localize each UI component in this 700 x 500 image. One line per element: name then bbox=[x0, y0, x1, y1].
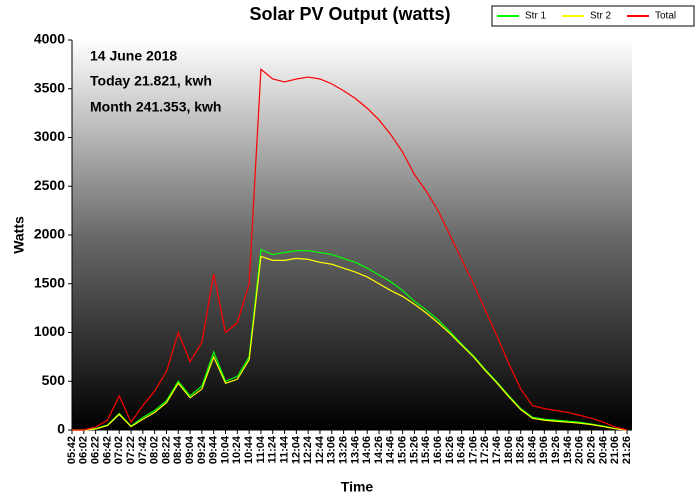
x-tick-label: 11:04 bbox=[255, 435, 267, 463]
x-tick-label: 16:26 bbox=[444, 436, 456, 464]
x-tick-label: 08:44 bbox=[172, 435, 184, 464]
x-tick-label: 14:46 bbox=[385, 436, 397, 464]
x-tick-label: 13:06 bbox=[326, 436, 338, 464]
series-line bbox=[72, 248, 628, 431]
x-tick-label: 15:46 bbox=[420, 436, 432, 464]
annotation: 14 June 2018 bbox=[90, 48, 177, 64]
legend-label: Str 2 bbox=[590, 11, 612, 22]
x-tick-label: 12:44 bbox=[314, 435, 326, 464]
x-tick-label: 18:26 bbox=[515, 436, 527, 464]
y-tick-label: 3000 bbox=[34, 128, 65, 144]
x-tick-label: 12:04 bbox=[290, 435, 302, 464]
x-tick-label: 10:24 bbox=[231, 435, 243, 464]
series-line bbox=[72, 255, 628, 431]
x-tick-label: 07:42 bbox=[137, 436, 149, 464]
x-tick-label: 20:26 bbox=[585, 436, 597, 464]
x-tick-label: 19:46 bbox=[562, 436, 574, 464]
x-tick-label: 05:42 bbox=[66, 436, 78, 464]
y-tick-label: 1000 bbox=[34, 323, 65, 339]
x-axis-label: Time bbox=[341, 479, 374, 495]
x-tick-label: 10:04 bbox=[219, 435, 231, 464]
x-tick-label: 06:42 bbox=[101, 436, 113, 464]
x-tick-label: 17:26 bbox=[479, 436, 491, 464]
x-tick-label: 08:22 bbox=[160, 436, 172, 464]
x-tick-label: 09:04 bbox=[184, 435, 196, 464]
chart-title: Solar PV Output (watts) bbox=[249, 4, 450, 24]
y-tick-label: 500 bbox=[42, 372, 66, 388]
plot-background bbox=[72, 40, 632, 430]
x-tick-label: 13:46 bbox=[349, 436, 361, 464]
x-tick-label: 20:46 bbox=[597, 436, 609, 464]
y-tick-label: 1500 bbox=[34, 274, 65, 290]
x-tick-label: 14:26 bbox=[373, 436, 385, 464]
x-tick-label: 20:06 bbox=[574, 436, 586, 464]
x-tick-label: 17:06 bbox=[467, 436, 479, 464]
x-tick-label: 10:44 bbox=[243, 435, 255, 464]
x-tick-label: 16:46 bbox=[456, 436, 468, 464]
x-tick-label: 18:46 bbox=[526, 436, 538, 464]
y-tick-label: 0 bbox=[57, 421, 65, 437]
x-tick-label: 09:24 bbox=[196, 435, 208, 464]
y-tick-label: 2000 bbox=[34, 226, 65, 242]
annotation: Month 241.353, kwh bbox=[90, 99, 221, 115]
x-tick-label: 19:26 bbox=[550, 436, 562, 464]
legend-box bbox=[491, 5, 695, 27]
x-tick-label: 12:24 bbox=[302, 435, 314, 464]
x-tick-label: 15:06 bbox=[397, 436, 409, 464]
series-line bbox=[72, 68, 628, 431]
y-axis-label: Watts bbox=[11, 216, 27, 254]
y-tick-label: 4000 bbox=[34, 31, 65, 47]
x-tick-label: 06:22 bbox=[90, 436, 102, 464]
x-tick-label: 13:26 bbox=[338, 436, 350, 464]
x-tick-label: 07:02 bbox=[113, 436, 125, 464]
x-tick-label: 15:26 bbox=[408, 436, 420, 464]
x-tick-label: 16:06 bbox=[432, 436, 444, 464]
y-tick-label: 2500 bbox=[34, 177, 65, 193]
y-tick-label: 3500 bbox=[34, 79, 65, 95]
x-tick-label: 21:06 bbox=[609, 436, 621, 464]
x-tick-label: 11:24 bbox=[267, 435, 279, 463]
x-tick-label: 21:26 bbox=[621, 436, 633, 464]
x-tick-label: 09:44 bbox=[208, 435, 220, 464]
x-tick-label: 17:46 bbox=[491, 436, 503, 464]
legend-label: Str 1 bbox=[525, 11, 547, 22]
x-tick-label: 19:06 bbox=[538, 436, 550, 464]
x-tick-label: 14:06 bbox=[361, 436, 373, 464]
x-tick-label: 07:22 bbox=[125, 436, 137, 464]
annotation: Today 21.821, kwh bbox=[90, 73, 212, 89]
x-tick-label: 11:44 bbox=[278, 435, 290, 463]
x-tick-label: 06:02 bbox=[78, 436, 90, 464]
x-tick-label: 18:06 bbox=[503, 436, 515, 464]
x-tick-label: 08:02 bbox=[149, 436, 161, 464]
legend-label: Total bbox=[655, 11, 676, 22]
